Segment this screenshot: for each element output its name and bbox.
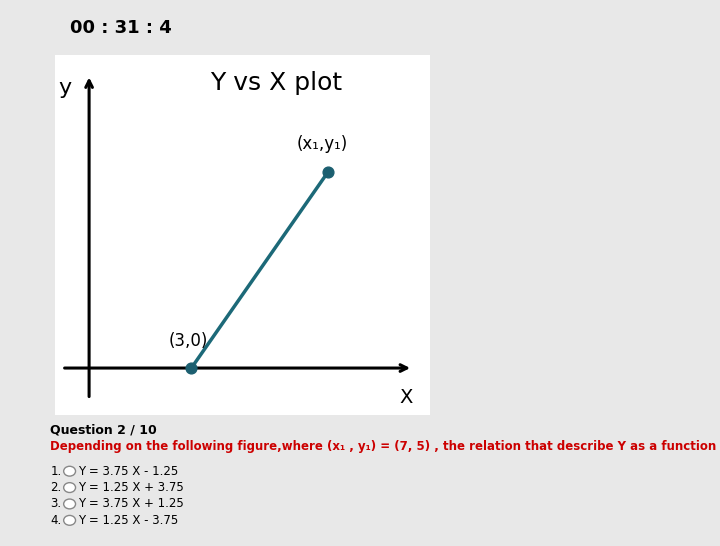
Text: (3,0): (3,0) bbox=[168, 333, 207, 351]
Circle shape bbox=[63, 499, 76, 509]
Text: Y = 1.25 X + 3.75: Y = 1.25 X + 3.75 bbox=[78, 481, 184, 494]
Text: Y vs X plot: Y vs X plot bbox=[210, 70, 343, 94]
Circle shape bbox=[63, 466, 76, 476]
Circle shape bbox=[63, 483, 76, 492]
Text: Y = 3.75 X - 1.25: Y = 3.75 X - 1.25 bbox=[78, 465, 179, 478]
Text: Depending on the following figure,where (x₁ , y₁) = (7, 5) , the relation that d: Depending on the following figure,where … bbox=[50, 440, 720, 453]
Text: 1.: 1. bbox=[50, 465, 62, 478]
Circle shape bbox=[63, 515, 76, 525]
Text: Question 2 / 10: Question 2 / 10 bbox=[50, 423, 156, 436]
Text: y: y bbox=[58, 79, 72, 98]
Text: X: X bbox=[400, 388, 413, 407]
Text: Y = 3.75 X + 1.25: Y = 3.75 X + 1.25 bbox=[78, 497, 184, 511]
Text: 4.: 4. bbox=[50, 514, 62, 527]
Text: 00 : 31 : 4: 00 : 31 : 4 bbox=[70, 19, 171, 37]
Text: Y = 1.25 X - 3.75: Y = 1.25 X - 3.75 bbox=[78, 514, 179, 527]
Point bbox=[322, 168, 333, 177]
Point bbox=[186, 364, 197, 372]
Text: 2.: 2. bbox=[50, 481, 62, 494]
Text: (x₁,y₁): (x₁,y₁) bbox=[297, 135, 348, 153]
Text: 3.: 3. bbox=[50, 497, 62, 511]
